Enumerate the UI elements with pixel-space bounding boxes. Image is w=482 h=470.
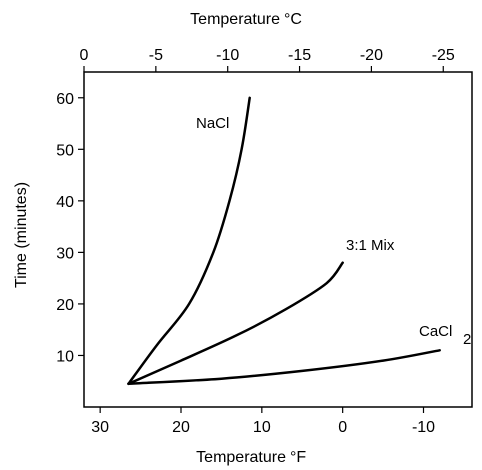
series-label-mix: 3:1 Mix (346, 237, 395, 254)
top-tick-label: -20 (360, 47, 383, 64)
series-line-mix (127, 261, 344, 386)
top-tick-label: -15 (288, 47, 311, 64)
left-tick-label: 40 (56, 194, 74, 211)
series-line-nacl (127, 96, 251, 386)
series-label-nacl: NaCl (196, 115, 229, 132)
series-line-cacl2 (127, 349, 441, 386)
top-tick-label: 0 (80, 47, 89, 64)
bottom-axis-ticks: 30 20 10 0 -10 (91, 407, 435, 436)
top-tick-label: -10 (216, 47, 239, 64)
top-axis-ticks: 0 -5 -10 -15 -20 -25 (80, 47, 455, 72)
left-axis-title: Time (minutes) (13, 182, 30, 288)
left-axis-ticks: 10 20 30 40 50 60 (56, 91, 84, 365)
bottom-tick-label: 20 (172, 419, 190, 436)
left-tick-label: 20 (56, 297, 74, 314)
top-axis-title: Temperature (190, 11, 280, 28)
plot-frame (83, 71, 473, 408)
left-tick-label: 30 (56, 245, 74, 262)
bottom-axis-unit: °F (290, 449, 306, 466)
bottom-axis-title: Temperature (196, 449, 286, 466)
top-tick-label: -25 (432, 47, 455, 64)
bottom-tick-label: -10 (412, 419, 435, 436)
bottom-tick-label: 10 (253, 419, 271, 436)
top-axis-unit: °C (284, 11, 302, 28)
left-tick-label: 10 (56, 348, 74, 365)
top-tick-label: -5 (149, 47, 163, 64)
series-label-cacl2: CaCl (419, 323, 452, 340)
series-label-cacl2-subscript: 2 (463, 331, 471, 348)
bottom-tick-label: 0 (338, 419, 347, 436)
left-tick-label: 50 (56, 142, 74, 159)
series-lines (127, 96, 441, 386)
left-tick-label: 60 (56, 91, 74, 108)
bottom-tick-label: 30 (91, 419, 109, 436)
